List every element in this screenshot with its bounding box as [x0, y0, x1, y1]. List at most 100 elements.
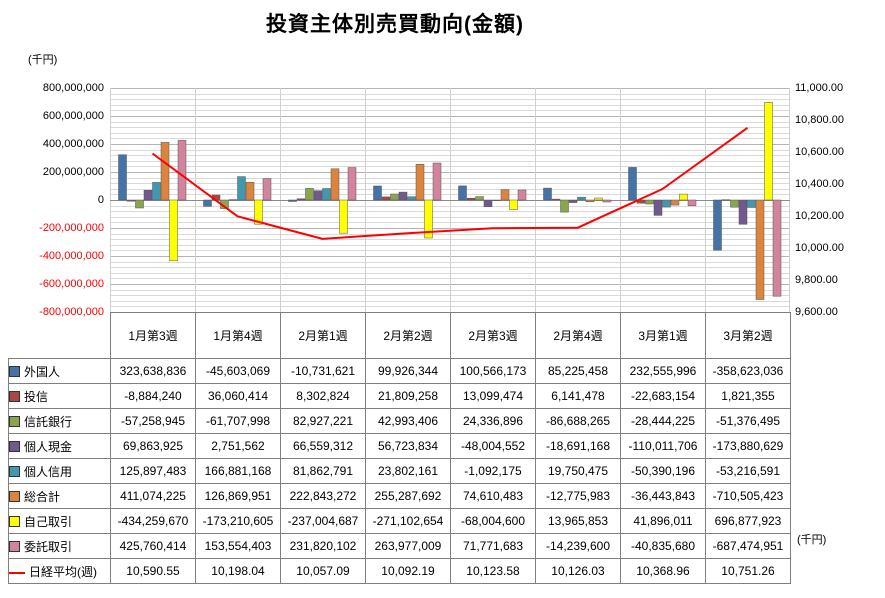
bar-segment [738, 199, 748, 225]
bar-series-marker-icon [9, 440, 20, 452]
value-cell: 153,554,403 [195, 533, 281, 559]
value-cell: 85,225,458 [535, 358, 621, 384]
value-cell: 411,074,225 [110, 483, 196, 509]
bar-segment [679, 193, 688, 201]
value-cell: 125,897,483 [110, 458, 196, 484]
category-header: 3月第2週 [705, 312, 791, 359]
series-legend-cell: 投信 [8, 383, 111, 409]
bar-segment [160, 142, 170, 201]
bar-segment [500, 189, 510, 201]
left-axis-tick-label: -800,000,000 [39, 306, 104, 318]
nikkei-average-line [151, 126, 749, 240]
bar-segment [517, 189, 527, 201]
value-cell: 82,927,221 [280, 408, 366, 434]
value-cell: -10,731,621 [280, 358, 366, 384]
value-cell: 99,926,344 [365, 358, 451, 384]
value-cell: -173,880,629 [705, 433, 791, 459]
value-cell: 255,287,692 [365, 483, 451, 509]
bar-segment [662, 199, 671, 208]
value-cell: -50,390,196 [620, 458, 706, 484]
value-cell: -271,102,654 [365, 508, 451, 534]
value-cell: -358,623,036 [705, 358, 791, 384]
value-cell: 100,566,173 [450, 358, 536, 384]
value-cell: 71,771,683 [450, 533, 536, 559]
bar-segment [245, 181, 255, 201]
bar-segment [721, 199, 731, 201]
right-axis-tick-label: 10,800.00 [795, 114, 844, 126]
bar-segment [653, 199, 663, 216]
right-axis-tick-label: 9,800.00 [795, 274, 838, 286]
bar-segment [755, 199, 765, 300]
bar-segment [330, 168, 340, 201]
bar-segment [466, 197, 476, 201]
value-cell: -57,258,945 [110, 408, 196, 434]
category-header: 2月第3週 [450, 312, 536, 359]
bar-segment [313, 190, 323, 201]
bar-segment [390, 193, 399, 201]
chart-plot [110, 88, 790, 313]
bar-segment [713, 199, 722, 251]
value-cell: 23,802,161 [365, 458, 451, 484]
bar-series-marker-icon [9, 465, 20, 477]
right-axis-unit-label: (千円) [797, 534, 827, 546]
bar-series-marker-icon [9, 490, 20, 502]
bar-series-marker-icon [9, 390, 20, 402]
value-cell: 222,843,272 [280, 483, 366, 509]
value-cell: 10,057.09 [280, 558, 366, 584]
value-cell: 66,559,312 [280, 433, 366, 459]
series-label: 個人信用 [24, 464, 73, 479]
value-cell: 231,820,102 [280, 533, 366, 559]
bar-segment [381, 196, 391, 201]
bar-segment [458, 185, 467, 201]
bar-segment [687, 199, 697, 206]
left-axis-tick-label: 200,000,000 [42, 166, 104, 178]
bar-segment [772, 199, 782, 297]
value-cell: 36,060,414 [195, 383, 281, 409]
value-cell: 8,302,824 [280, 383, 366, 409]
bar-segment [585, 199, 595, 203]
table-row: 個人信用 125,897,483 166,881,168 81,862,791 23,8… [8, 458, 791, 484]
value-cell: 1,821,355 [705, 383, 791, 409]
bar-segment [118, 154, 127, 201]
right-axis-tick-label: 11,000.00 [795, 82, 844, 94]
bar-segment [135, 199, 144, 209]
left-axis-tick-label: 800,000,000 [42, 82, 104, 94]
bar-segment [475, 196, 484, 201]
value-cell: -110,011,706 [620, 433, 706, 459]
value-cell: 24,336,896 [450, 408, 536, 434]
category-header: 1月第3週 [110, 312, 196, 359]
bar-segment [577, 196, 586, 201]
right-axis-tick-label: 10,600.00 [795, 146, 844, 158]
bar-segment [543, 187, 552, 201]
bar-segment [483, 199, 493, 207]
value-cell: 10,126.03 [535, 558, 621, 584]
table-row: 投信 -8,884,240 36,060,414 8,302,824 21,809,25… [8, 383, 791, 409]
value-cell: -48,004,552 [450, 433, 536, 459]
bar-series-marker-icon [9, 540, 20, 552]
category-header: 2月第1週 [280, 312, 366, 359]
value-cell: -45,603,069 [195, 358, 281, 384]
bar-segment [177, 140, 187, 201]
table-row: 日経平均(週) 10,590.55 10,198.04 10,057.09 10,092… [8, 558, 791, 584]
value-cell: 19,750,475 [535, 458, 621, 484]
bar-segment [602, 199, 612, 203]
bar-segment [560, 199, 569, 213]
category-header: 1月第4週 [195, 312, 281, 359]
bar-segment [254, 199, 263, 225]
series-legend-cell: 個人信用 [8, 458, 111, 484]
value-cell: 74,610,483 [450, 483, 536, 509]
value-cell: 232,555,996 [620, 358, 706, 384]
bar-segment [228, 199, 238, 201]
value-cell: 425,760,414 [110, 533, 196, 559]
value-cell: 81,862,791 [280, 458, 366, 484]
series-legend-cell: 日経平均(週) [8, 558, 111, 584]
bar-segment [764, 102, 773, 201]
value-cell: 42,993,406 [365, 408, 451, 434]
bar-segment [305, 188, 314, 201]
bar-segment [645, 199, 654, 205]
value-cell: 2,751,562 [195, 433, 281, 459]
right-axis-tick-label: 10,000.00 [795, 242, 844, 254]
value-cell: -28,444,225 [620, 408, 706, 434]
left-axis-tick-label: 600,000,000 [42, 110, 104, 122]
